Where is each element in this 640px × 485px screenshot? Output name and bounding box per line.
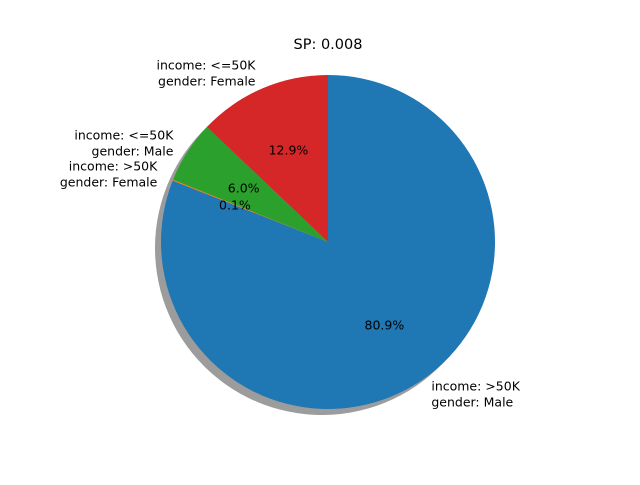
pie-slices [161,75,496,410]
slice-label-income-50k-gender-male: income: >50K gender: Male [431,378,520,409]
slice-label-income-50k-gender-female: income: <=50K gender: Female [156,58,256,89]
slice-label-income-50k-gender-female: income: >50K gender: Female [60,159,158,190]
percent-labels: 12.9% 6.0% 0.1% 80.9% [219,142,404,332]
pie-slice-income-50k-gender-female [206,75,328,242]
pie-slice-income-50k-gender-female [172,179,328,242]
percent-label-income-50k-gender-male: 6.0% [228,180,260,195]
slice-label-income-50k-gender-male: income: <=50K gender: Male [74,127,174,158]
slice-labels: income: <=50K gender: Female income: <=50K… [60,58,521,410]
percent-label-income-50k-gender-female: 0.1% [219,197,251,212]
percent-label-income-50k-gender-male: 80.9% [365,317,405,332]
pie-slice-income-50k-gender-male [161,75,496,410]
chart-title: SP: 0.008 [294,37,363,53]
percent-label-income-50k-gender-female: 12.9% [269,142,309,157]
pie-slice-income-50k-gender-male [173,127,328,242]
